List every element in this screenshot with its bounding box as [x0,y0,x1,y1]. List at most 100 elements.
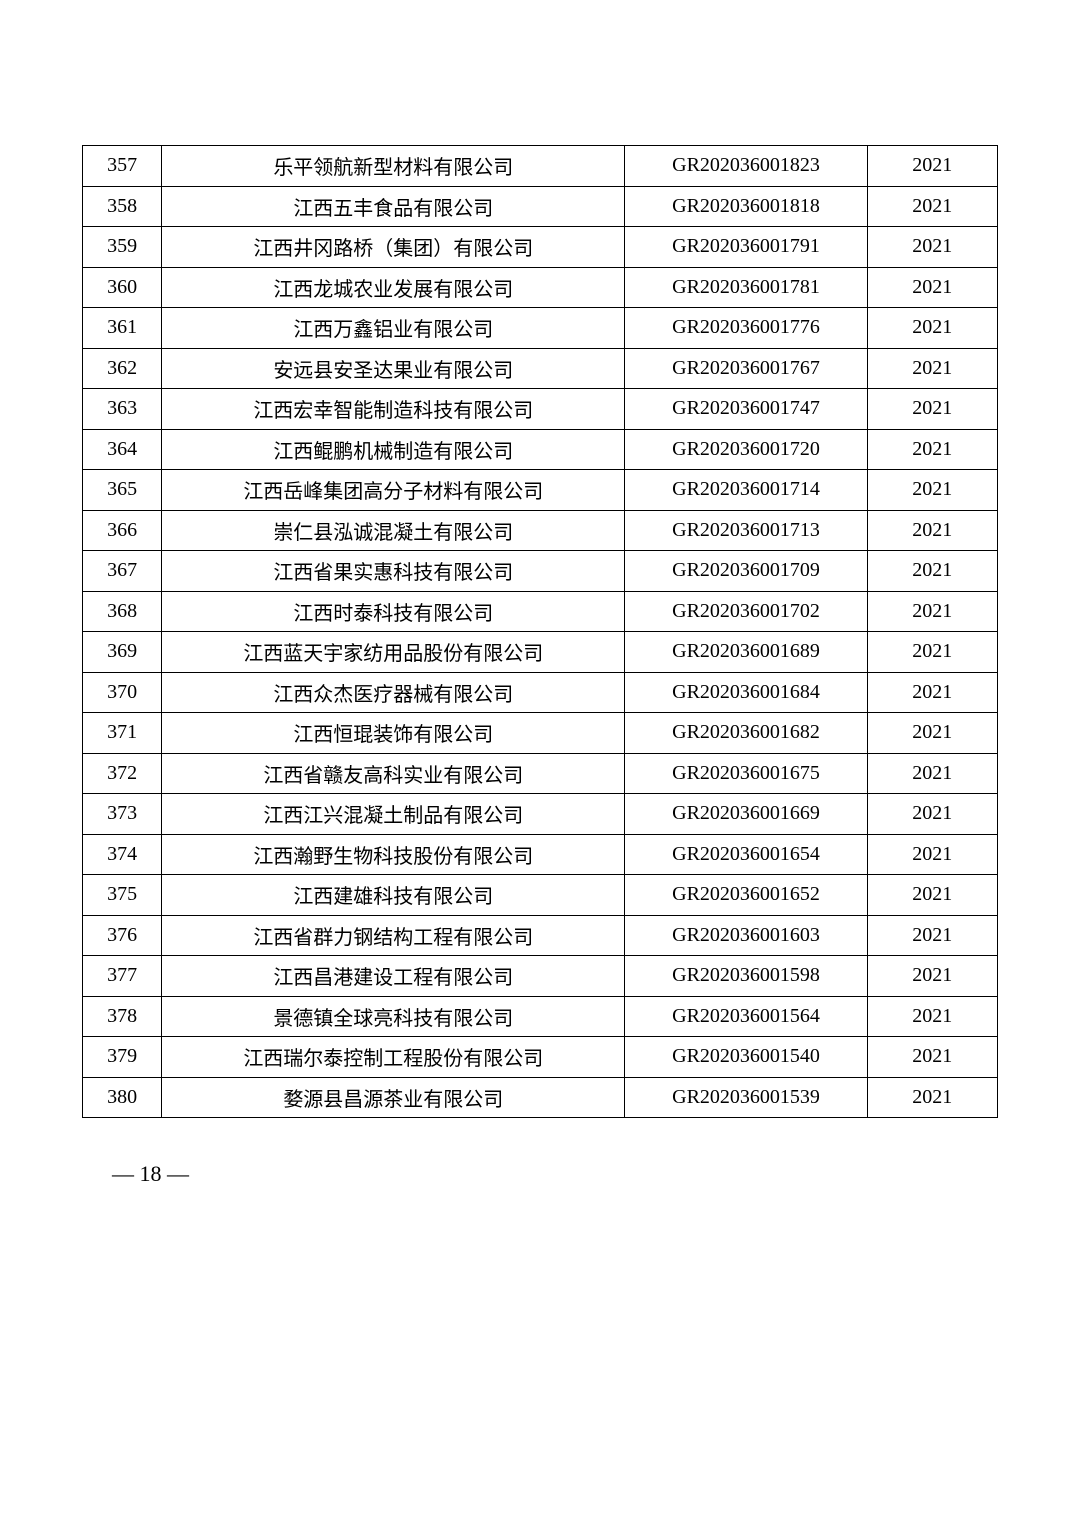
cell-code: GR202036001598 [625,956,867,997]
cell-company: 江西江兴混凝土制品有限公司 [162,794,625,835]
table-row: 359江西井冈路桥（集团）有限公司GR2020360017912021 [83,227,998,268]
cell-year: 2021 [867,794,997,835]
cell-company: 江西众杰医疗器械有限公司 [162,672,625,713]
cell-code: GR202036001709 [625,551,867,592]
cell-company: 乐平领航新型材料有限公司 [162,146,625,187]
cell-no: 367 [83,551,162,592]
cell-company: 崇仁县泓诚混凝土有限公司 [162,510,625,551]
cell-company: 江西瑞尔泰控制工程股份有限公司 [162,1037,625,1078]
cell-no: 357 [83,146,162,187]
table-row: 363江西宏幸智能制造科技有限公司GR2020360017472021 [83,389,998,430]
cell-year: 2021 [867,470,997,511]
cell-year: 2021 [867,1077,997,1118]
table-row: 360江西龙城农业发展有限公司GR2020360017812021 [83,267,998,308]
cell-no: 374 [83,834,162,875]
cell-company: 江西昌港建设工程有限公司 [162,956,625,997]
table-row: 357乐平领航新型材料有限公司GR2020360018232021 [83,146,998,187]
cell-company: 江西鲲鹏机械制造有限公司 [162,429,625,470]
cell-no: 363 [83,389,162,430]
cell-year: 2021 [867,834,997,875]
cell-year: 2021 [867,429,997,470]
cell-company: 江西宏幸智能制造科技有限公司 [162,389,625,430]
cell-year: 2021 [867,1037,997,1078]
cell-no: 372 [83,753,162,794]
cell-code: GR202036001818 [625,186,867,227]
cell-company: 婺源县昌源茶业有限公司 [162,1077,625,1118]
table-row: 378景德镇全球亮科技有限公司GR2020360015642021 [83,996,998,1037]
content-area: 357乐平领航新型材料有限公司GR2020360018232021358江西五丰… [0,0,1080,1118]
cell-company: 江西井冈路桥（集团）有限公司 [162,227,625,268]
cell-no: 368 [83,591,162,632]
cell-code: GR202036001669 [625,794,867,835]
cell-company: 江西岳峰集团高分子材料有限公司 [162,470,625,511]
cell-year: 2021 [867,227,997,268]
cell-code: GR202036001539 [625,1077,867,1118]
table-row: 371江西恒琨装饰有限公司GR2020360016822021 [83,713,998,754]
cell-year: 2021 [867,875,997,916]
company-table: 357乐平领航新型材料有限公司GR2020360018232021358江西五丰… [82,145,998,1118]
cell-year: 2021 [867,996,997,1037]
table-row: 380婺源县昌源茶业有限公司GR2020360015392021 [83,1077,998,1118]
cell-company: 江西省果实惠科技有限公司 [162,551,625,592]
cell-code: GR202036001564 [625,996,867,1037]
cell-company: 景德镇全球亮科技有限公司 [162,996,625,1037]
table-row: 362安远县安圣达果业有限公司GR2020360017672021 [83,348,998,389]
cell-company: 江西五丰食品有限公司 [162,186,625,227]
cell-code: GR202036001823 [625,146,867,187]
cell-no: 377 [83,956,162,997]
table-row: 376江西省群力钢结构工程有限公司GR2020360016032021 [83,915,998,956]
cell-company: 江西省群力钢结构工程有限公司 [162,915,625,956]
cell-code: GR202036001654 [625,834,867,875]
cell-year: 2021 [867,510,997,551]
cell-year: 2021 [867,672,997,713]
cell-no: 362 [83,348,162,389]
cell-no: 361 [83,308,162,349]
cell-company: 江西瀚野生物科技股份有限公司 [162,834,625,875]
cell-year: 2021 [867,146,997,187]
cell-no: 358 [83,186,162,227]
table-row: 377江西昌港建设工程有限公司GR2020360015982021 [83,956,998,997]
cell-year: 2021 [867,632,997,673]
table-row: 379江西瑞尔泰控制工程股份有限公司GR2020360015402021 [83,1037,998,1078]
cell-code: GR202036001713 [625,510,867,551]
table-row: 364江西鲲鹏机械制造有限公司GR2020360017202021 [83,429,998,470]
cell-no: 373 [83,794,162,835]
cell-no: 370 [83,672,162,713]
cell-company: 江西建雄科技有限公司 [162,875,625,916]
table-row: 361江西万鑫铝业有限公司GR2020360017762021 [83,308,998,349]
cell-code: GR202036001652 [625,875,867,916]
cell-code: GR202036001791 [625,227,867,268]
cell-code: GR202036001684 [625,672,867,713]
table-row: 372江西省赣友高科实业有限公司GR2020360016752021 [83,753,998,794]
table-row: 373江西江兴混凝土制品有限公司GR2020360016692021 [83,794,998,835]
cell-no: 371 [83,713,162,754]
cell-no: 369 [83,632,162,673]
cell-year: 2021 [867,753,997,794]
cell-code: GR202036001682 [625,713,867,754]
cell-year: 2021 [867,915,997,956]
cell-year: 2021 [867,186,997,227]
cell-company: 江西省赣友高科实业有限公司 [162,753,625,794]
table-row: 370江西众杰医疗器械有限公司GR2020360016842021 [83,672,998,713]
cell-company: 江西时泰科技有限公司 [162,591,625,632]
table-row: 367江西省果实惠科技有限公司GR2020360017092021 [83,551,998,592]
table-row: 365江西岳峰集团高分子材料有限公司GR2020360017142021 [83,470,998,511]
cell-year: 2021 [867,956,997,997]
cell-no: 379 [83,1037,162,1078]
cell-code: GR202036001720 [625,429,867,470]
cell-company: 江西恒琨装饰有限公司 [162,713,625,754]
cell-code: GR202036001675 [625,753,867,794]
cell-no: 360 [83,267,162,308]
cell-year: 2021 [867,591,997,632]
table-row: 375江西建雄科技有限公司GR2020360016522021 [83,875,998,916]
cell-year: 2021 [867,389,997,430]
cell-year: 2021 [867,551,997,592]
cell-code: GR202036001747 [625,389,867,430]
cell-no: 359 [83,227,162,268]
cell-code: GR202036001714 [625,470,867,511]
cell-no: 366 [83,510,162,551]
table-body: 357乐平领航新型材料有限公司GR2020360018232021358江西五丰… [83,146,998,1118]
cell-year: 2021 [867,713,997,754]
cell-company: 江西蓝天宇家纺用品股份有限公司 [162,632,625,673]
cell-year: 2021 [867,308,997,349]
